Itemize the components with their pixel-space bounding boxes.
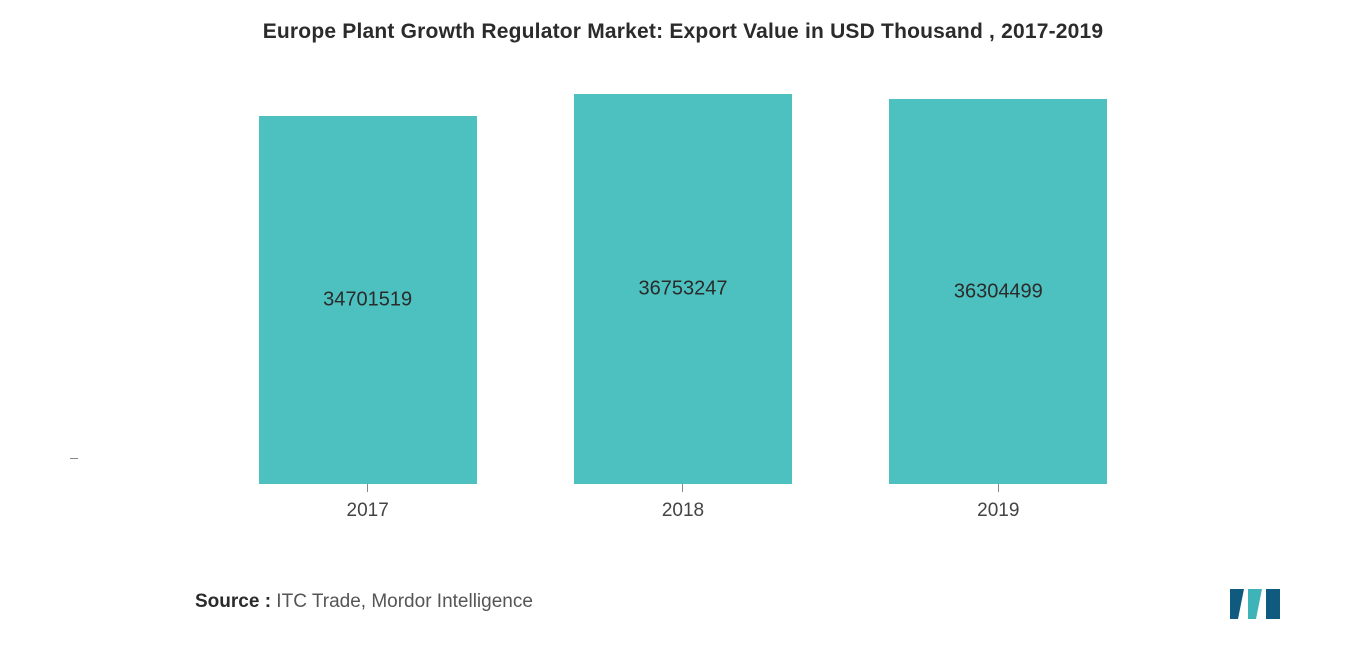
bar-2018: 36753247 [574, 94, 792, 484]
bar-value-2018: 36753247 [638, 278, 727, 301]
x-tick-2019: 2019 [841, 484, 1156, 534]
x-label-2018: 2018 [662, 500, 704, 522]
tick-mark [682, 484, 683, 492]
bar-group-2018: 36753247 [525, 94, 840, 484]
source-label: Source : [195, 591, 271, 612]
chart-container: Europe Plant Growth Regulator Market: Ex… [0, 0, 1366, 655]
x-label-2019: 2019 [977, 500, 1019, 522]
x-axis: 2017 2018 2019 [210, 484, 1156, 534]
bar-group-2017: 34701519 [210, 116, 525, 484]
tick-mark [998, 484, 999, 492]
bar-value-2017: 34701519 [323, 289, 412, 312]
x-label-2017: 2017 [347, 500, 389, 522]
bar-2017: 34701519 [259, 116, 477, 484]
x-tick-2018: 2018 [525, 484, 840, 534]
bar-2019: 36304499 [889, 99, 1107, 484]
bar-group-2019: 36304499 [841, 99, 1156, 484]
source-attribution: Source : ITC Trade, Mordor Intelligence [195, 591, 533, 613]
chart-title: Europe Plant Growth Regulator Market: Ex… [50, 20, 1316, 44]
mordor-logo [1228, 585, 1288, 623]
tick-mark [367, 484, 368, 492]
bar-value-2019: 36304499 [954, 280, 1043, 303]
y-tick-mark [70, 458, 78, 459]
source-text: ITC Trade, Mordor Intelligence [271, 591, 533, 612]
x-tick-2017: 2017 [210, 484, 525, 534]
plot-area: 34701519 36753247 36304499 [210, 94, 1156, 484]
